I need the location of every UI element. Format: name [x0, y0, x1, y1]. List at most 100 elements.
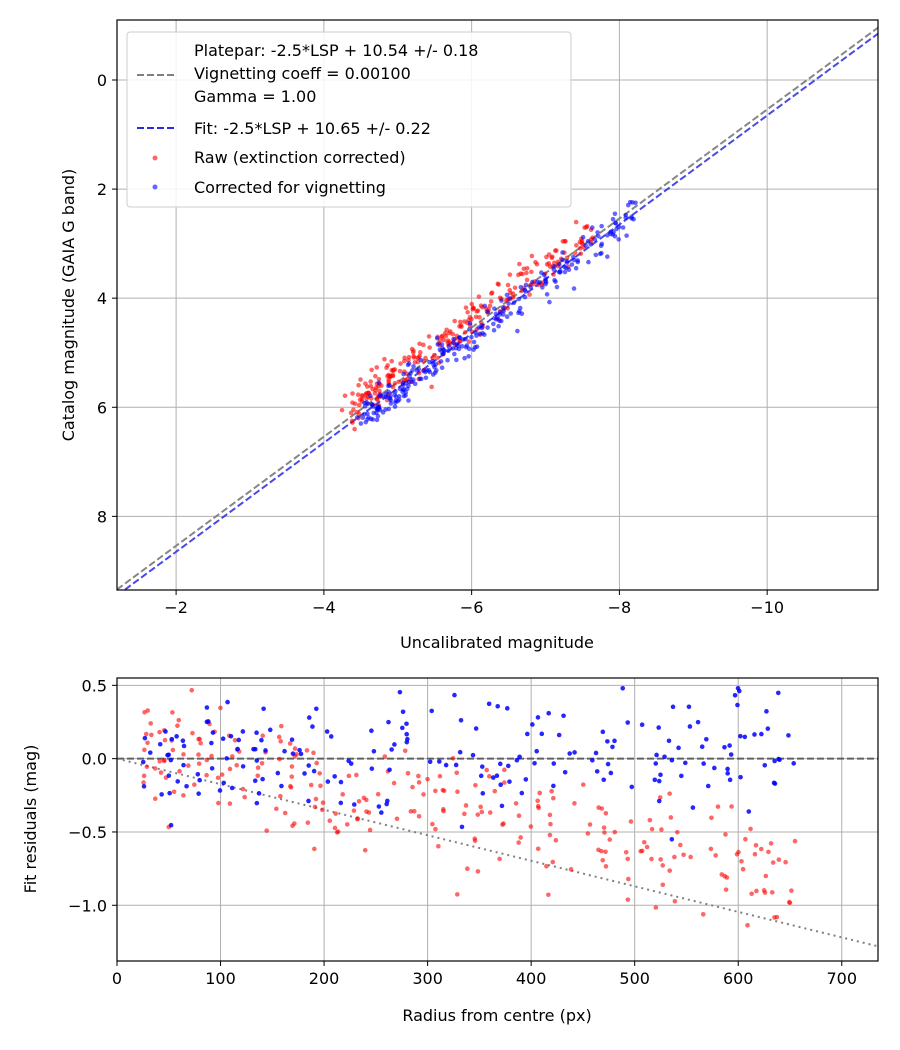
top-data-point	[585, 238, 591, 244]
top-data-point	[397, 386, 403, 392]
bottom-corrected-point	[639, 722, 645, 728]
top-data-point	[463, 336, 468, 342]
bottom-raw-point	[260, 733, 266, 739]
bottom-raw-point	[641, 839, 647, 845]
bottom-vignetting-line	[117, 757, 878, 948]
bottom-raw-point	[189, 687, 195, 693]
top-data-point	[547, 299, 552, 305]
bottom-corrected-point	[259, 737, 264, 743]
bottom-corrected-point	[656, 725, 661, 730]
bottom-raw-point	[745, 922, 750, 928]
bottom-raw-point	[463, 803, 469, 808]
bottom-reference-lines	[117, 757, 878, 948]
top-data-point	[491, 321, 496, 327]
top-data-point	[373, 385, 379, 390]
top-data-point	[560, 250, 565, 255]
bottom-corrected-point	[480, 791, 486, 796]
bottom-raw-point	[681, 852, 686, 858]
bottom-raw-point	[516, 813, 522, 818]
top-data-point	[417, 353, 423, 359]
bottom-corrected-point	[404, 731, 409, 737]
top-data-point	[452, 351, 457, 357]
bottom-raw-point	[152, 796, 158, 801]
bottom-raw-point	[752, 851, 758, 857]
bottom-raw-point	[290, 823, 295, 829]
bottom-corrected-point	[656, 778, 662, 784]
top-data-point	[439, 334, 445, 340]
bottom-raw-point	[441, 808, 446, 814]
top-data-point	[339, 407, 345, 413]
top-data-point	[429, 384, 434, 390]
top-data-point	[544, 292, 550, 297]
bottom-raw-point	[351, 808, 357, 813]
top-data-point	[387, 382, 392, 388]
bottom-raw-point	[177, 768, 182, 774]
legend-fit-label: Fit: -2.5*LSP + 10.65 +/- 0.22	[194, 119, 431, 138]
bottom-corrected-point	[712, 765, 717, 771]
bottom-corrected-point	[443, 762, 449, 768]
bottom-raw-point	[544, 863, 549, 869]
bottom-corrected-point	[221, 780, 227, 786]
bottom-raw-point	[175, 723, 180, 729]
bottom-corrected-point	[260, 776, 265, 782]
top-data-point	[611, 229, 616, 235]
top-data-point	[393, 394, 399, 400]
bottom-corrected-point	[157, 741, 163, 747]
top-xtick-label: −6	[460, 598, 484, 617]
bottom-raw-point	[678, 842, 683, 848]
bottom-xlabel: Radius from centre (px)	[402, 1006, 591, 1025]
bottom-corrected-point	[593, 750, 599, 756]
top-ytick-label: 4	[97, 289, 107, 308]
top-data-point	[417, 376, 423, 382]
bottom-corrected-point	[235, 746, 240, 752]
top-data-point	[623, 212, 629, 218]
bottom-corrected-point	[224, 756, 229, 761]
bottom-corrected-point	[306, 798, 311, 804]
bottom-corrected-point	[479, 764, 485, 769]
bottom-raw-point	[657, 795, 663, 800]
top-data-point	[557, 262, 562, 267]
top-data-point	[403, 393, 408, 398]
bottom-raw-point	[603, 864, 609, 869]
top-data-point	[517, 305, 523, 311]
bottom-raw-point	[549, 788, 554, 794]
bottom-corrected-point	[220, 736, 226, 742]
bottom-corrected-point	[289, 737, 295, 742]
bottom-corrected-point	[325, 779, 331, 784]
legend-corrected-marker	[152, 184, 158, 190]
bottom-corrected-point	[478, 773, 484, 779]
top-data-point	[597, 251, 603, 257]
bottom-raw-point	[355, 816, 360, 822]
top-data-point	[387, 396, 393, 401]
top-data-point	[420, 342, 426, 348]
bottom-ytick-label: −1.0	[68, 896, 107, 915]
bottom-corrected-point	[166, 773, 172, 778]
bottom-raw-point	[242, 794, 247, 800]
bottom-plot: 0 100 200 300 400 500 600 700 0.5 0.0 −0.5 −1.0 Rad…	[21, 676, 879, 1025]
bottom-corrected-point	[209, 740, 214, 746]
bottom-xtick-label: 400	[516, 969, 547, 988]
bottom-raw-point	[289, 764, 295, 769]
top-data-point	[435, 355, 440, 361]
top-data-point	[574, 243, 579, 248]
top-data-point	[560, 257, 565, 263]
bottom-corrected-point	[453, 762, 459, 768]
top-data-point	[475, 308, 481, 314]
legend-raw-marker	[152, 155, 158, 161]
top-data-point	[447, 329, 453, 334]
bottom-corrected-point	[687, 724, 693, 729]
top-data-point	[485, 325, 490, 330]
bottom-corrected-point	[690, 805, 696, 810]
bottom-raw-point	[320, 807, 325, 813]
top-xtick-label: −10	[750, 598, 784, 617]
bottom-raw-point	[688, 854, 693, 860]
bottom-corrected-point	[240, 729, 246, 734]
bottom-raw-point	[198, 740, 204, 746]
bottom-raw-point	[568, 867, 574, 872]
top-data-point	[359, 396, 365, 402]
top-data-point	[454, 357, 459, 363]
bottom-raw-point	[761, 888, 767, 893]
bottom-raw-point	[289, 774, 295, 779]
bottom-raw-point	[769, 890, 775, 895]
bottom-raw-point	[783, 859, 788, 865]
